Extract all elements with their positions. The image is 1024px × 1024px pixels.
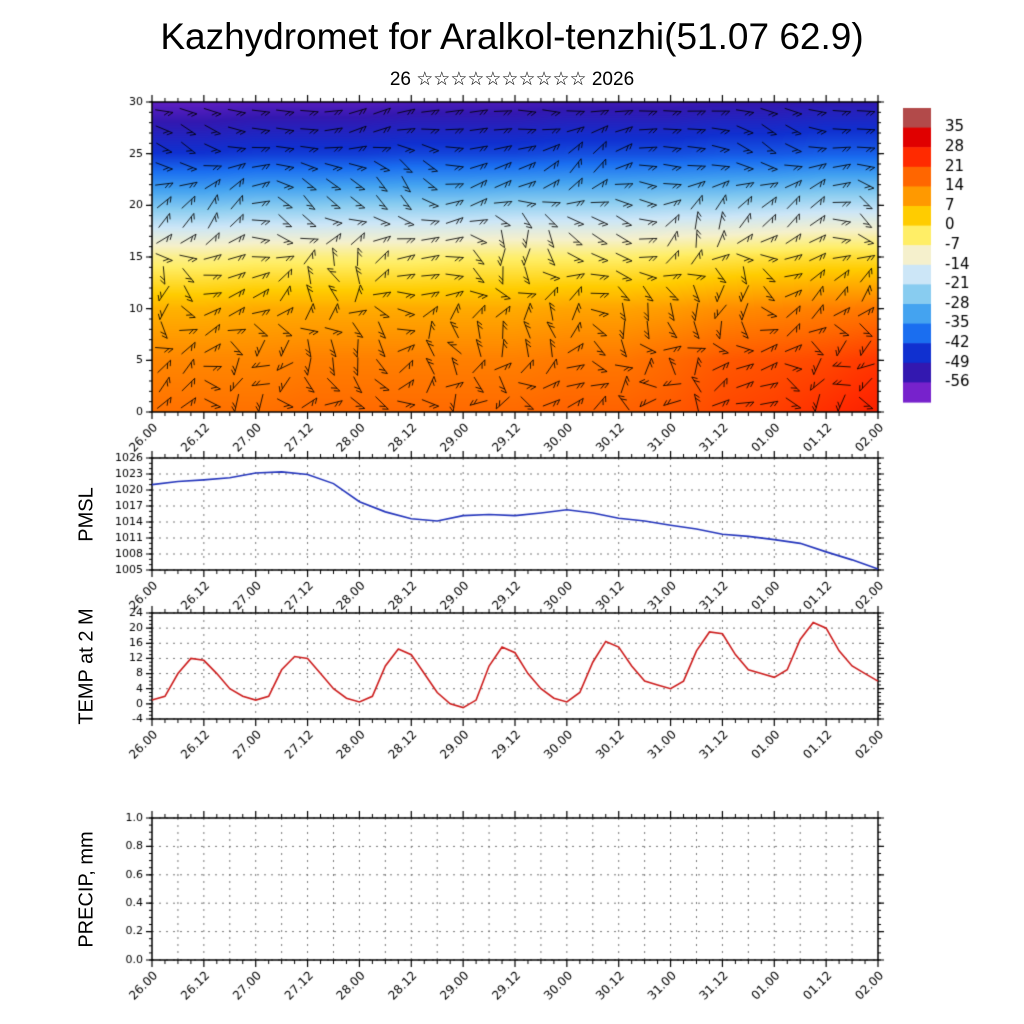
temperature-colorbar xyxy=(895,96,1020,426)
precip-chart xyxy=(90,810,890,1024)
page-subtitle: 26 ☆☆☆☆☆☆☆☆☆☆ 2026 xyxy=(389,69,635,90)
temp2m-chart xyxy=(90,605,890,770)
page-title: Kazhydromet for Aralkol-tenzhi(51.07 62.… xyxy=(160,16,864,57)
pmsl-chart xyxy=(90,450,890,615)
cross-section-chart xyxy=(90,88,890,463)
